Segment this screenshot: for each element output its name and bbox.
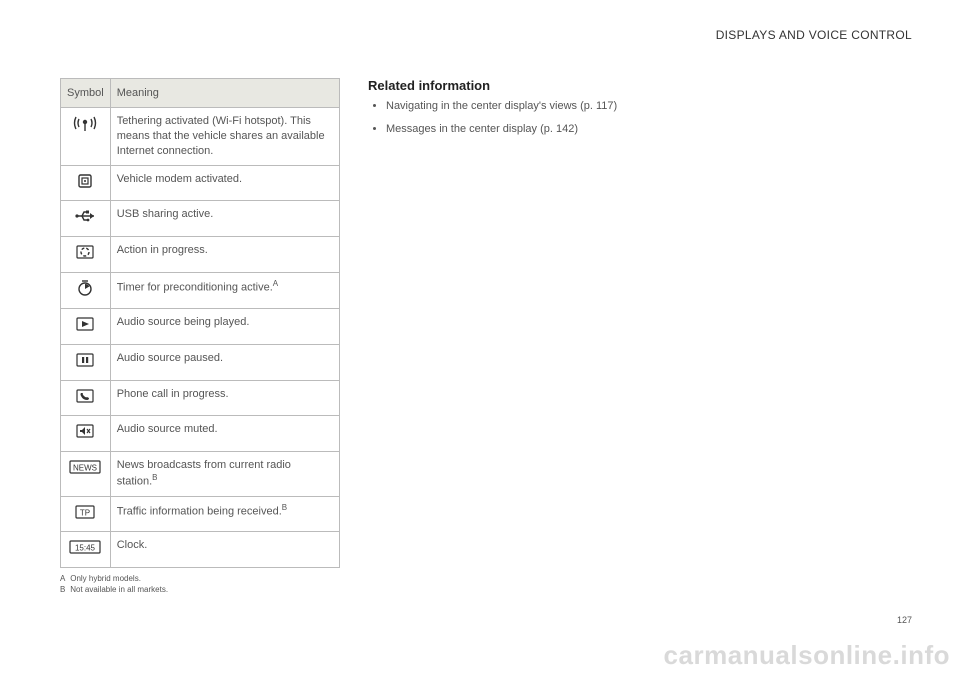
symbol-cell [61,344,111,380]
table-row: USB sharing active. [61,201,340,237]
meaning-cell: Phone call in progress. [110,380,339,416]
table-row: 15:45 Clock. [61,532,340,568]
meaning-cell: Clock. [110,532,339,568]
meaning-cell: Vehicle modem activated. [110,165,339,201]
svg-text:TP: TP [80,508,90,517]
meaning-cell: Timer for preconditioning active.A [110,273,339,309]
symbol-cell: TP [61,496,111,532]
table-row: Vehicle modem activated. [61,165,340,201]
table-row: Timer for preconditioning active.A [61,273,340,309]
svg-text:15:45: 15:45 [75,544,96,553]
symbol-cell: NEWS [61,452,111,496]
meaning-cell: Audio source muted. [110,416,339,452]
watermark: carmanualsonline.info [664,640,950,671]
content-columns: Symbol Meaning [60,78,912,595]
related-list: Navigating in the center display's views… [368,99,648,137]
meaning-cell: News broadcasts from current radio stati… [110,452,339,496]
footnotes: A Only hybrid models. B Not available in… [60,574,340,595]
meaning-cell: Audio source being played. [110,308,339,344]
mute-icon [72,422,98,440]
section-header: DISPLAYS AND VOICE CONTROL [60,28,912,42]
related-heading: Related information [368,78,648,93]
symbols-table: Symbol Meaning [60,78,340,568]
table-row: Phone call in progress. [61,380,340,416]
symbol-cell: 15:45 [61,532,111,568]
symbol-cell [61,416,111,452]
related-item: Messages in the center display (p. 142) [386,122,648,137]
column-left: Symbol Meaning [60,78,340,595]
table-row: TP Traffic information being received.B [61,496,340,532]
meaning-cell: Audio source paused. [110,344,339,380]
symbol-cell [61,273,111,309]
pause-icon [72,351,98,369]
symbol-cell [61,380,111,416]
play-icon [72,315,98,333]
symbol-cell [61,237,111,273]
wifi-hotspot-icon [72,114,98,132]
related-item: Navigating in the center display's views… [386,99,648,114]
table-row: Audio source paused. [61,344,340,380]
symbol-cell [61,308,111,344]
table-row: Audio source muted. [61,416,340,452]
phone-icon [72,387,98,405]
meaning-cell: USB sharing active. [110,201,339,237]
svg-text:NEWS: NEWS [73,464,97,473]
symbol-cell [61,165,111,201]
news-icon: NEWS [69,458,101,476]
column-right: Related information Navigating in the ce… [368,78,648,595]
table-row: Action in progress. [61,237,340,273]
th-meaning: Meaning [110,79,339,108]
modem-icon [72,172,98,190]
th-symbol: Symbol [61,79,111,108]
progress-icon [72,243,98,261]
table-row: NEWS News broadcasts from current radio … [61,452,340,496]
tp-icon: TP [72,503,98,521]
page: DISPLAYS AND VOICE CONTROL Symbol Meanin… [0,0,960,595]
symbol-cell [61,108,111,166]
meaning-cell: Traffic information being received.B [110,496,339,532]
symbol-cell [61,201,111,237]
meaning-cell: Tethering activated (Wi-Fi hotspot). Thi… [110,108,339,166]
table-row: Tethering activated (Wi-Fi hotspot). Thi… [61,108,340,166]
page-number: 127 [897,615,912,625]
usb-icon [72,207,98,225]
meaning-cell: Action in progress. [110,237,339,273]
clock-icon: 15:45 [69,538,101,556]
timer-icon [72,279,98,297]
table-row: Audio source being played. [61,308,340,344]
